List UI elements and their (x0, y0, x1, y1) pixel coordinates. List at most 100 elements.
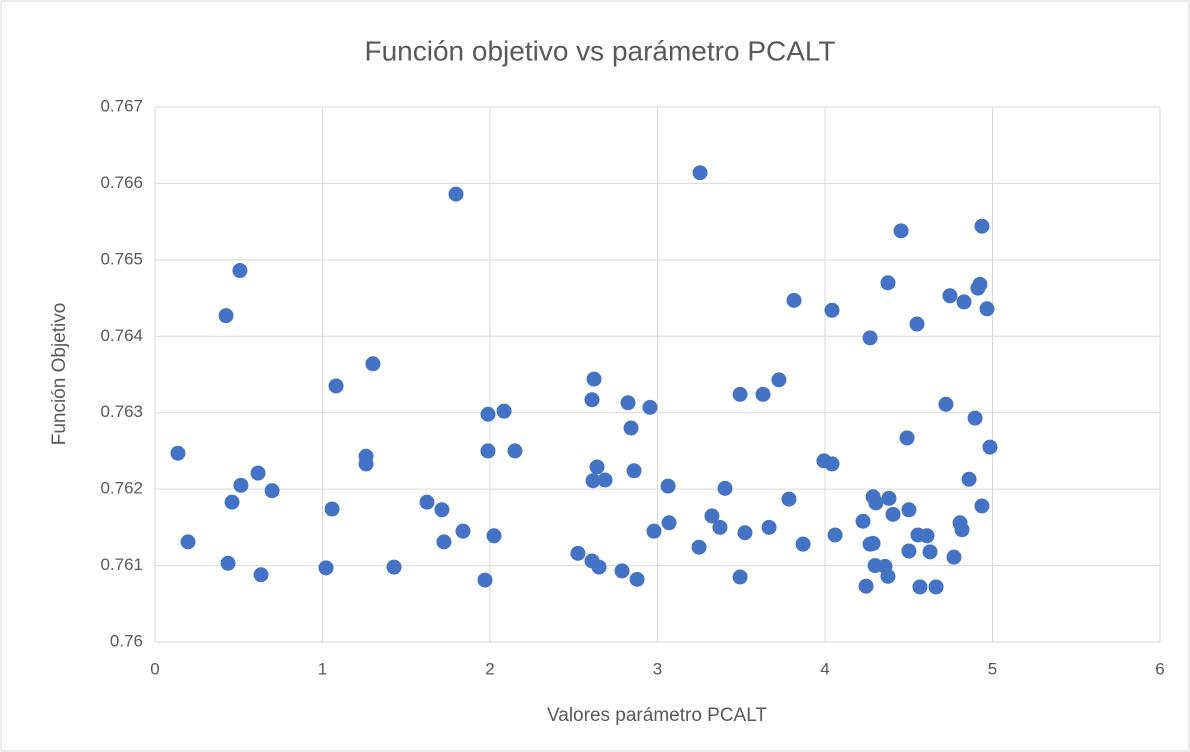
point (893, 223, 909, 239)
y-tick-label: 0.765 (100, 249, 143, 268)
point (496, 403, 512, 419)
point (771, 372, 787, 388)
point (584, 392, 600, 408)
point (901, 543, 917, 559)
point (597, 472, 613, 488)
x-tick-label: 3 (653, 659, 662, 678)
point (692, 165, 708, 181)
point (661, 515, 677, 531)
point (507, 443, 523, 459)
point (419, 494, 435, 510)
point (629, 571, 645, 587)
y-axis-label: Función Objetivo (49, 303, 70, 446)
point (660, 478, 676, 494)
x-tick-label: 5 (988, 659, 997, 678)
point (704, 508, 720, 524)
point (961, 471, 977, 487)
x-tick-label: 1 (318, 659, 327, 678)
point (972, 276, 988, 292)
point (827, 527, 843, 543)
point (642, 399, 658, 415)
point (901, 502, 917, 518)
point (855, 513, 871, 529)
point (755, 386, 771, 402)
y-tick-label: 0.763 (100, 402, 143, 421)
point (585, 473, 601, 489)
point (881, 490, 897, 506)
point (626, 463, 642, 479)
y-tick-label: 0.76 (110, 631, 143, 650)
point (589, 459, 605, 475)
x-tick-label: 4 (820, 659, 829, 678)
point (922, 544, 938, 560)
point (956, 294, 972, 310)
point (865, 535, 881, 551)
point (436, 534, 452, 550)
point (862, 330, 878, 346)
y-tick-label: 0.764 (100, 326, 143, 345)
point (824, 302, 840, 318)
point (232, 263, 248, 279)
point (486, 528, 502, 544)
point (170, 445, 186, 461)
point (880, 275, 896, 291)
y-tick-label: 0.762 (100, 479, 143, 498)
point (909, 316, 925, 332)
point (954, 522, 970, 538)
x-axis-label: Valores parámetro PCALT (547, 705, 767, 726)
point (974, 498, 990, 514)
y-tick-label: 0.766 (100, 173, 143, 192)
point (224, 494, 240, 510)
point (928, 579, 944, 595)
point (477, 572, 493, 588)
point (570, 545, 586, 561)
point (691, 539, 707, 555)
point (761, 519, 777, 535)
x-tick-label: 2 (485, 659, 494, 678)
point (880, 568, 896, 584)
point (732, 569, 748, 585)
point (786, 292, 802, 308)
point (253, 567, 269, 583)
point (448, 186, 464, 202)
point (620, 395, 636, 411)
point (824, 456, 840, 472)
point (233, 477, 249, 493)
point (480, 443, 496, 459)
point (318, 560, 334, 576)
point (868, 495, 884, 511)
point (264, 483, 280, 499)
point (795, 536, 811, 552)
point (218, 308, 234, 324)
point (912, 579, 928, 595)
point (591, 559, 607, 575)
x-tick-label: 0 (150, 659, 159, 678)
point (324, 501, 340, 517)
point (979, 301, 995, 317)
point (712, 519, 728, 535)
point (938, 396, 954, 412)
point (858, 578, 874, 594)
point (732, 386, 748, 402)
point (899, 430, 915, 446)
point (982, 439, 998, 455)
point (434, 502, 450, 518)
point (942, 288, 958, 304)
y-tick-label: 0.767 (100, 96, 143, 115)
point (946, 549, 962, 565)
point (737, 525, 753, 541)
point (885, 506, 901, 522)
point (919, 528, 935, 544)
point (250, 465, 266, 481)
point (365, 356, 381, 372)
point (646, 523, 662, 539)
point (220, 555, 236, 571)
point (623, 420, 639, 436)
y-tick-label: 0.761 (100, 555, 143, 574)
point (455, 523, 471, 539)
point (180, 534, 196, 550)
point (717, 480, 733, 496)
point (974, 218, 990, 234)
x-tick-label: 6 (1155, 659, 1164, 678)
point (967, 410, 983, 426)
